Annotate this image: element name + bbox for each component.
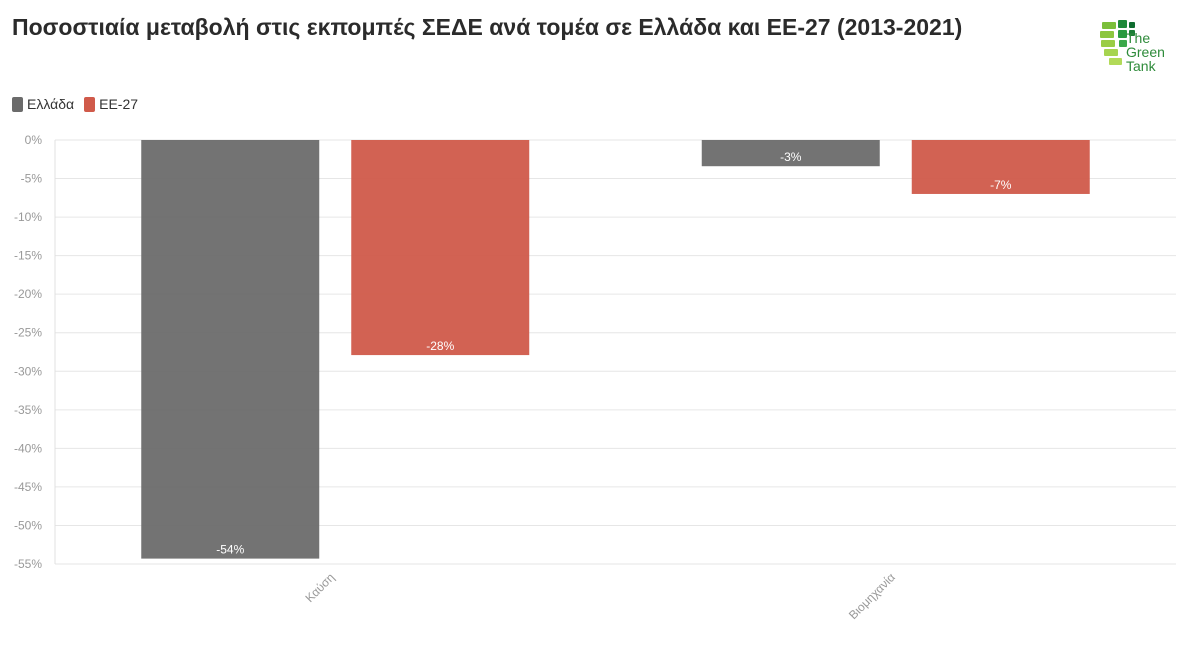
y-axis-ticks: 0% -5% -10% -15% -20% -25% -30% -35% -40% -45% -50… [14,133,42,571]
y-tick-label: -25% [14,326,42,340]
bar-greece[interactable] [701,140,880,167]
x-category-label: Καύση [302,570,337,605]
bar-value-label: -28% [426,339,454,353]
bar-value-label: -3% [780,150,802,164]
y-tick-label: -40% [14,441,42,455]
y-tick-label: -45% [14,480,42,494]
bars [141,140,1090,559]
legend-item-eu27[interactable]: ΕΕ-27 [84,96,138,112]
bar-greece[interactable] [141,140,320,559]
y-tick-label: -5% [21,172,43,186]
chart-title: Ποσοστιαία μεταβολή στις εκπομπές ΣΕΔΕ α… [12,14,963,40]
legend-label-greece: Ελλάδα [27,96,75,112]
x-category-label: Βιομηχανία [846,570,898,622]
logo-text-tank: Tank [1126,58,1156,74]
y-tick-label: 0% [25,133,43,147]
logo-text-green: Green [1126,44,1165,60]
y-tick-label: -50% [14,518,42,532]
legend: Ελλάδα ΕΕ-27 [12,96,138,112]
bar-value-label: -7% [990,178,1012,192]
y-tick-label: -20% [14,287,42,301]
data-labels: -54% -28% -3% -7% [216,150,1012,556]
legend-swatch-eu27 [84,96,96,112]
y-tick-label: -15% [14,249,42,263]
bar-eu27[interactable] [911,140,1090,194]
y-tick-label: -55% [14,557,42,571]
bar-eu27[interactable] [351,140,530,356]
logo-text-the: The [1126,30,1151,46]
logo-leaf-icon [1100,20,1135,65]
y-tick-label: -10% [14,210,42,224]
legend-item-greece[interactable]: Ελλάδα [12,96,74,112]
bar-value-label: -54% [216,543,244,557]
y-tick-label: -35% [14,403,42,417]
legend-swatch-greece [12,96,23,112]
legend-label-eu27: ΕΕ-27 [99,96,139,112]
x-axis-categories: Καύση Βιομηχανία [302,570,897,622]
y-tick-label: -30% [14,364,42,378]
